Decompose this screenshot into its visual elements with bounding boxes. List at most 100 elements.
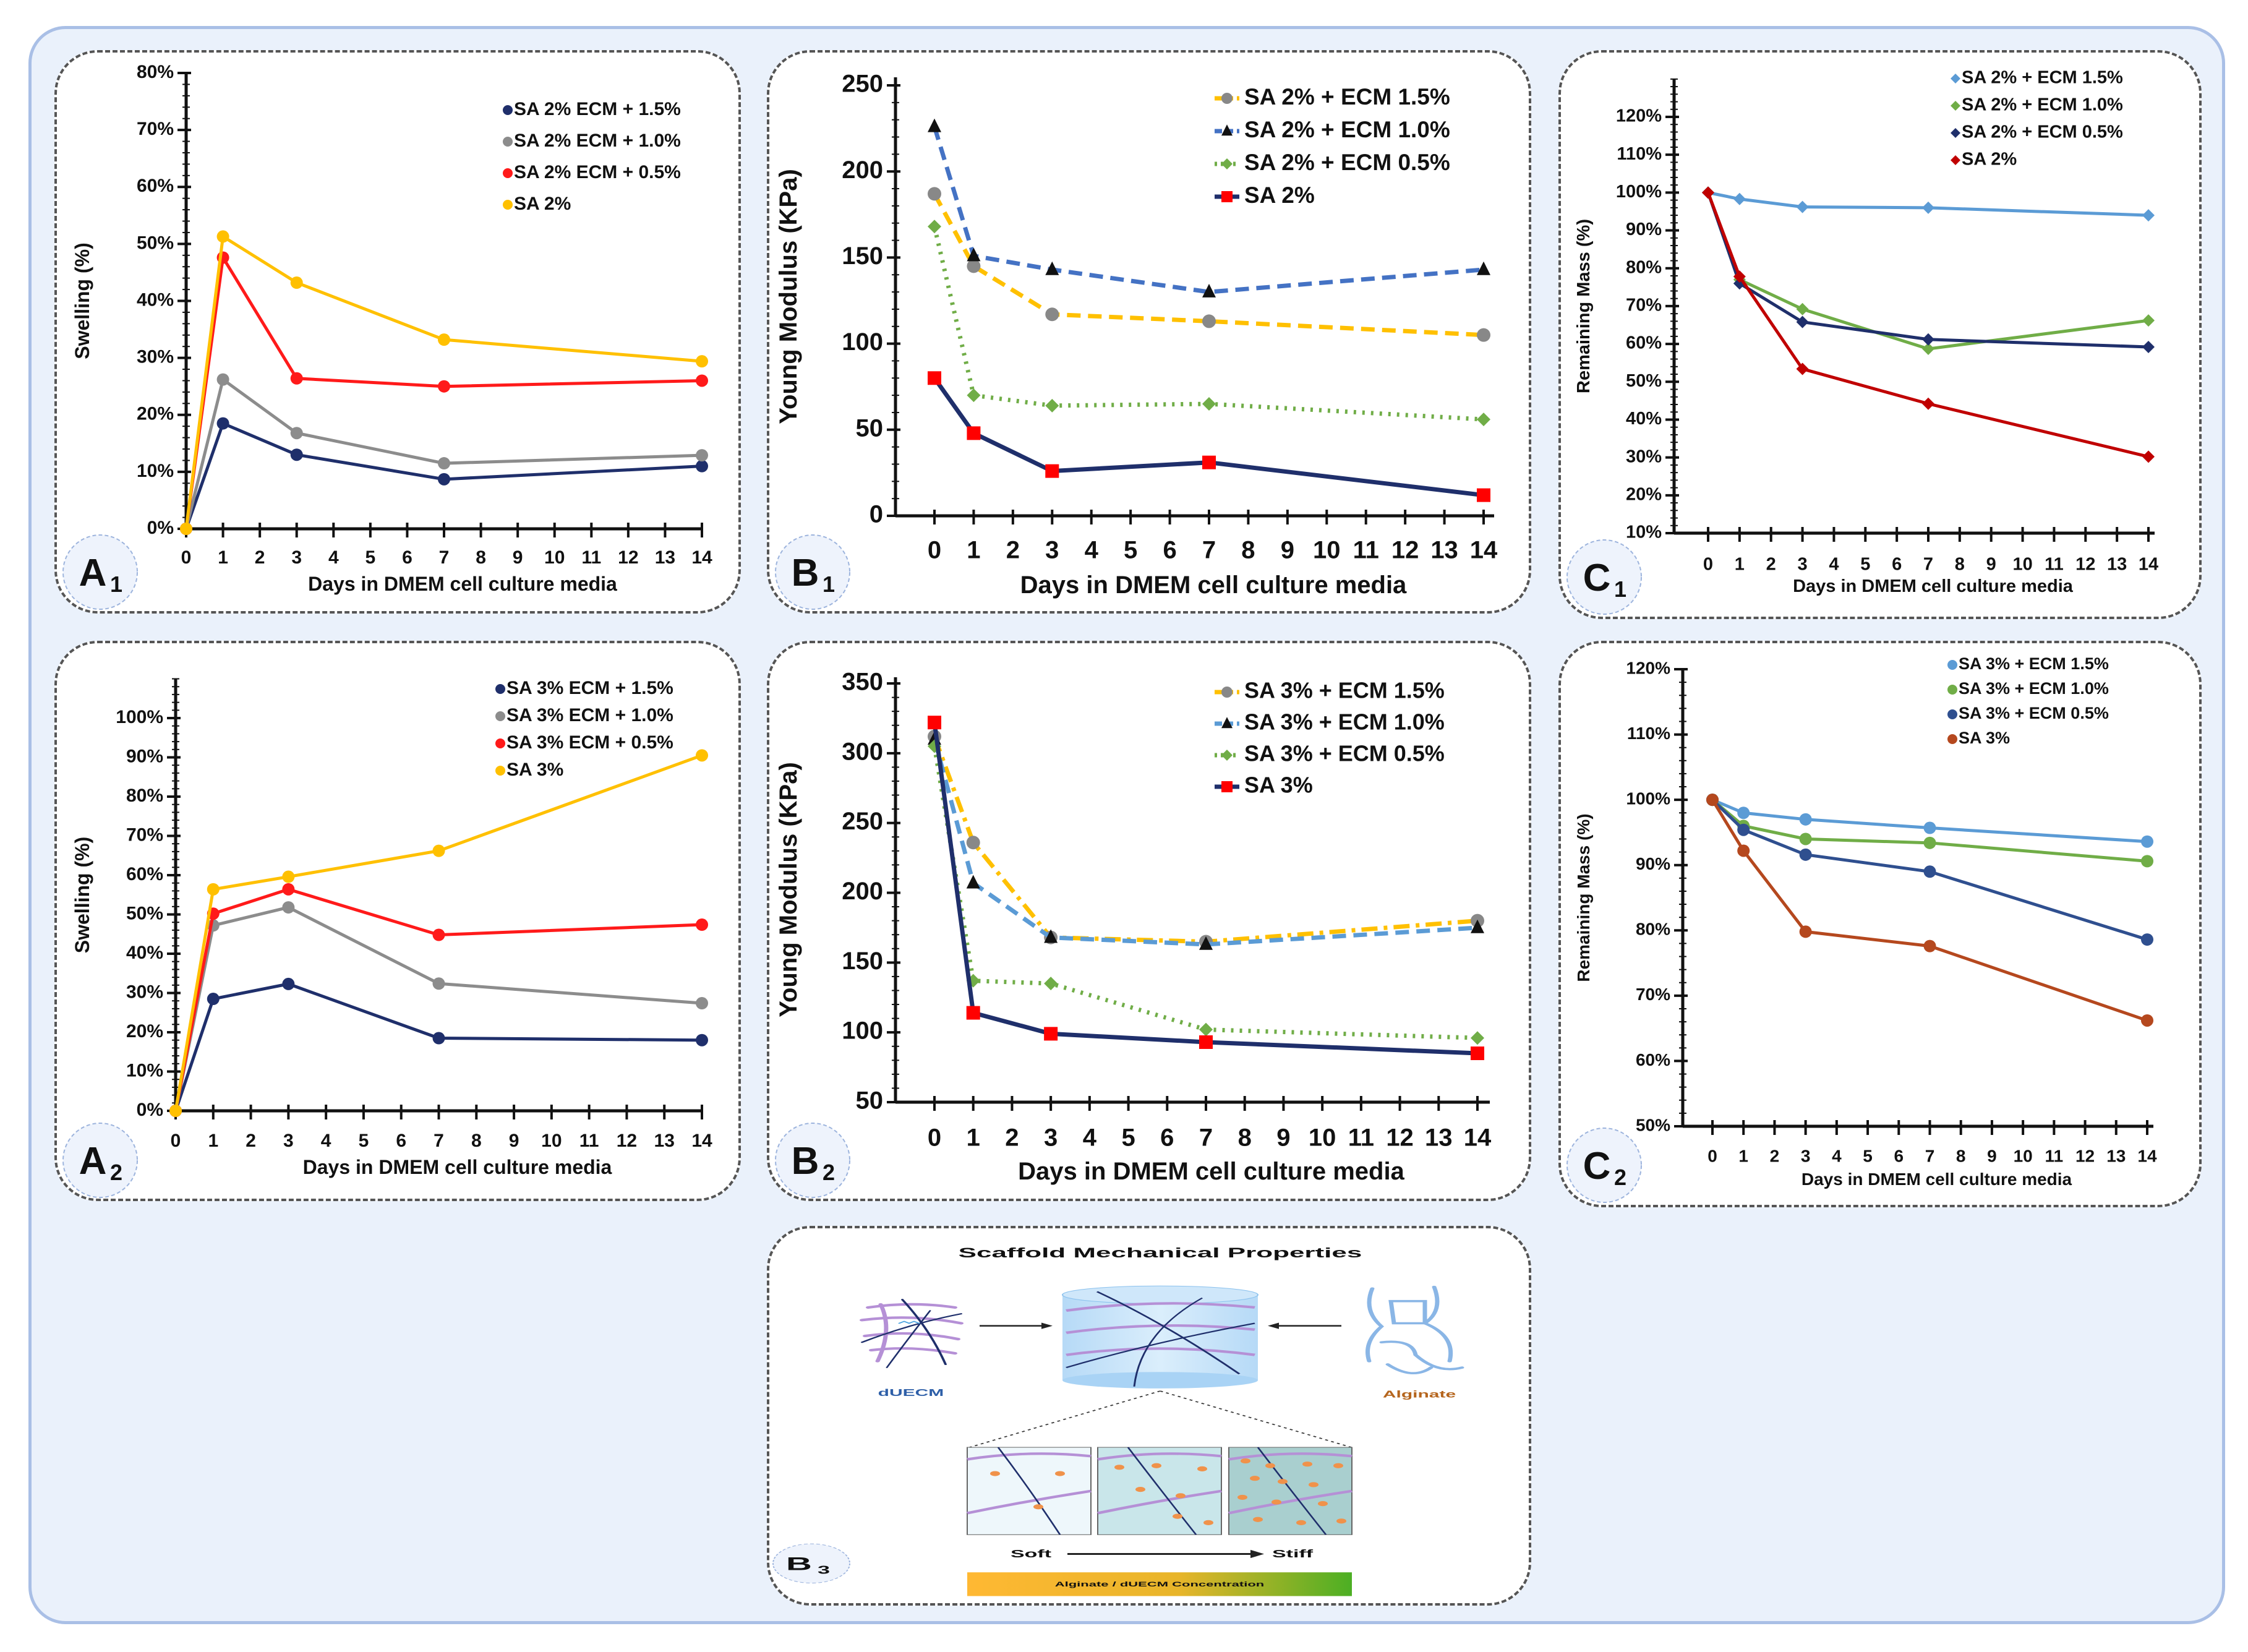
data-point — [1471, 1046, 1484, 1061]
series-4 — [1702, 186, 2155, 463]
x-tick-label: 0 — [1703, 555, 1713, 575]
legend-marker — [503, 168, 513, 178]
legend-item: SA 2% ECM + 0.5% — [503, 162, 681, 182]
data-point — [1923, 821, 1936, 834]
data-point — [432, 977, 445, 990]
legend-marker — [1221, 781, 1233, 792]
series-line — [174, 888, 703, 1111]
y-tick-label: 20% — [1626, 484, 1662, 504]
data-point — [1202, 283, 1216, 297]
y-tick-label: 250 — [842, 808, 883, 835]
y-tick-label: 100 — [842, 1017, 883, 1045]
data-point — [1796, 362, 1809, 375]
data-point — [290, 448, 303, 461]
x-tick-label: 7 — [439, 547, 450, 568]
data-point — [696, 355, 708, 368]
y-tick-label: 100 — [842, 328, 883, 356]
x-tick-label: 5 — [365, 547, 376, 568]
legend-marker — [495, 766, 505, 776]
data-point — [1045, 398, 1059, 413]
alginate-network-illustration — [1365, 1285, 1464, 1375]
y-tick-label: 80% — [1636, 920, 1670, 939]
x-tick-label: 11 — [581, 547, 601, 568]
legend-item: SA 2% + ECM 0.5% — [1215, 150, 1450, 175]
data-point — [1922, 397, 1934, 410]
legend-label: SA 2% — [1962, 150, 2017, 169]
x-tick-label: 5 — [359, 1131, 369, 1151]
data-point — [966, 836, 980, 850]
x-tick-label: 8 — [471, 1131, 482, 1151]
x-tick-label: 6 — [1163, 537, 1176, 564]
x-tick-label: 10 — [1313, 537, 1341, 564]
soft-to-stiff-arrow-icon — [1067, 1549, 1264, 1559]
y-tick-label: 250 — [842, 71, 883, 98]
legend-marker — [1951, 155, 1960, 165]
y-tick-label: 80% — [1626, 257, 1662, 277]
x-tick-label: 2 — [246, 1131, 256, 1151]
y-tick-label: 40% — [137, 289, 174, 310]
y-axis-title: Swelling (%) — [71, 242, 93, 359]
panel-badge-circle — [62, 1123, 138, 1198]
y-tick-label: 50% — [1636, 1115, 1670, 1134]
legend-item: SA 3% — [1947, 729, 2010, 747]
data-point — [1799, 832, 1812, 845]
data-point — [696, 997, 708, 1010]
x-tick-label: 5 — [1121, 1124, 1135, 1152]
x-tick-label: 3 — [1801, 1146, 1811, 1165]
series-1 — [180, 417, 708, 535]
panel-c1-remaining-mass-sa2: 10% 20% 30% 40% 50% 60% 70% 80% 90% 100% 110% 120% 0… — [1558, 50, 2202, 619]
data-point — [1737, 807, 1750, 820]
x-axis-title: Days in DMEM cell culture media — [1793, 576, 2074, 596]
legend-item: SA 2% + ECM 1.0% — [1951, 95, 2123, 115]
x-tick-label: 3 — [1045, 537, 1059, 564]
data-point — [432, 844, 445, 857]
panel-label-letter: A — [79, 1140, 107, 1183]
x-tick-label: 13 — [1430, 537, 1458, 564]
data-point — [1923, 865, 1936, 878]
data-point — [1733, 192, 1746, 205]
x-tick-label: 10 — [541, 1131, 562, 1151]
x-tick-label: 4 — [1829, 555, 1839, 575]
y-tick-label: 300 — [842, 738, 883, 765]
x-tick-label: 11 — [579, 1131, 599, 1151]
legend-marker — [495, 684, 505, 694]
x-tick-label: 5 — [1863, 1146, 1873, 1165]
legend-marker — [1221, 717, 1233, 729]
legend-label: SA 3% — [1244, 773, 1313, 798]
duecm-fiber-illustration — [860, 1299, 964, 1368]
y-tick-label: 30% — [137, 347, 174, 367]
series-line — [1706, 192, 2149, 349]
panel-a1-swelling-sa2: 0% 10% 20% 30% 40% 50% 60% 70% 80% 0 1 2 3 4 5 6 7 8 9 10 11… — [54, 50, 741, 614]
x-axis-title: Days in DMEM cell culture media — [1018, 1158, 1404, 1185]
legend-label: SA 3% + ECM 1.0% — [1959, 679, 2109, 698]
data-point — [282, 883, 295, 896]
data-point — [967, 388, 981, 403]
data-point — [1702, 186, 1714, 199]
series-line — [1706, 192, 2149, 458]
chart-c2: 50%60%70%80%90%100%110%120%0 1 2 3 4 5 6 7 8 9 10 1… — [1566, 654, 2157, 1203]
legend-label: SA 2% — [514, 194, 571, 214]
legend-label: SA 2% + ECM 1.5% — [1244, 84, 1450, 109]
data-point — [967, 247, 981, 262]
x-tick-label: 14 — [691, 1131, 712, 1151]
legend-label: SA 2% ECM + 1.5% — [514, 99, 681, 119]
data-point — [216, 230, 229, 243]
data-point — [1477, 261, 1490, 275]
legend-item: SA 2% + ECM 1.5% — [1951, 68, 2123, 88]
x-tick-label: 0 — [1707, 1146, 1717, 1165]
data-point — [1199, 1022, 1213, 1037]
data-point — [1471, 1031, 1484, 1045]
chart-c1: 10% 20% 30% 40% 50% 60% 70% 80% 90% 100% 110% 120% 0… — [1566, 68, 2158, 615]
legend-marker — [1947, 709, 1957, 719]
x-tick-label: 4 — [1083, 1124, 1097, 1152]
x-tick-label: 13 — [655, 547, 675, 568]
series-4 — [928, 716, 1484, 1061]
legend-label: SA 2% + ECM 0.5% — [1244, 150, 1450, 175]
x-axis-title: Days in DMEM cell culture media — [308, 573, 617, 595]
hydrogel-cylinder-illustration — [1062, 1285, 1259, 1389]
data-point — [1044, 1027, 1058, 1041]
y-tick-label: 10% — [1626, 523, 1662, 542]
data-point — [282, 977, 295, 990]
